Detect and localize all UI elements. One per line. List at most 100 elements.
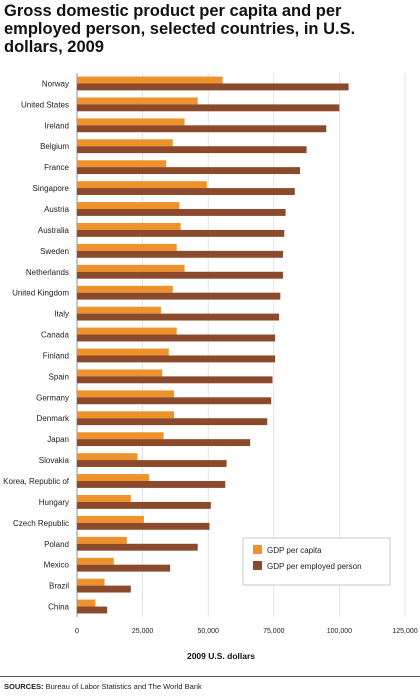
category-label-united-states: United States xyxy=(21,100,69,109)
category-label-sweden: Sweden xyxy=(40,247,69,256)
bar-gdp-per-capita-united-states xyxy=(77,97,198,105)
legend: GDP per capita GDP per employed person xyxy=(242,537,391,586)
bar-gdp-per-employed-person-korea-republic-of xyxy=(77,481,226,488)
bar-gdp-per-capita-france xyxy=(77,160,167,168)
bar-gdp-per-employed-person-poland xyxy=(77,543,198,551)
category-label-australia: Australia xyxy=(38,226,70,235)
bar-gdp-per-employed-person-norway xyxy=(77,83,349,91)
category-label-china: China xyxy=(48,603,69,612)
bar-gdp-per-capita-sweden xyxy=(77,243,177,251)
bar-gdp-per-capita-brazil xyxy=(77,578,105,586)
category-label-spain: Spain xyxy=(49,372,69,381)
bar-gdp-per-capita-spain xyxy=(77,369,163,377)
category-label-slovakia: Slovakia xyxy=(39,456,70,465)
bar-gdp-per-employed-person-france xyxy=(77,167,301,175)
bar-gdp-per-capita-ireland xyxy=(77,118,185,126)
bar-gdp-per-employed-person-united-kingdom xyxy=(77,292,281,300)
footer-rule xyxy=(0,676,420,677)
category-label-austria: Austria xyxy=(44,205,69,214)
bar-gdp-per-employed-person-hungary xyxy=(77,501,211,509)
bar-gdp-per-capita-hungary xyxy=(77,495,131,502)
category-label-poland: Poland xyxy=(44,540,69,549)
bar-gdp-per-capita-mexico xyxy=(77,557,114,565)
x-axis-title: 2009 U.S. dollars xyxy=(187,651,255,661)
legend-box xyxy=(242,537,391,586)
category-label-mexico: Mexico xyxy=(44,561,70,570)
category-label-denmark: Denmark xyxy=(37,414,70,423)
bar-gdp-per-capita-netherlands xyxy=(77,264,185,272)
x-tick-label: 50,000 xyxy=(197,628,219,635)
category-label-ireland: Ireland xyxy=(45,121,69,130)
bar-gdp-per-capita-united-kingdom xyxy=(77,285,173,293)
bar-gdp-per-employed-person-spain xyxy=(77,376,273,384)
bar-gdp-per-capita-china xyxy=(77,599,96,607)
x-tick-label: 25,000 xyxy=(132,628,154,635)
bar-gdp-per-employed-person-japan xyxy=(77,439,251,447)
chart-title: Gross domestic product per capita and pe… xyxy=(4,2,356,56)
legend-swatch-gdp-per-employed-person xyxy=(253,561,262,570)
legend-label-gdp-per-capita: GDP per capita xyxy=(267,546,322,555)
bar-gdp-per-capita-slovakia xyxy=(77,453,138,461)
bar-gdp-per-capita-belgium xyxy=(77,139,173,147)
bar-gdp-per-employed-person-canada xyxy=(77,334,276,342)
sources-label: SOURCES: xyxy=(4,682,44,691)
bar-gdp-per-capita-australia xyxy=(77,223,181,230)
bar-gdp-per-employed-person-germany xyxy=(77,397,272,405)
category-label-norway: Norway xyxy=(42,79,69,88)
bar-gdp-per-employed-person-italy xyxy=(77,313,280,321)
x-tick-label: 125,000 xyxy=(392,628,417,635)
bar-gdp-per-capita-norway xyxy=(77,76,223,84)
bar-gdp-per-employed-person-china xyxy=(77,606,108,614)
bar-gdp-per-employed-person-finland xyxy=(77,355,276,363)
category-label-italy: Italy xyxy=(54,310,69,319)
sources-note: SOURCES: Bureau of Labor Statistics and … xyxy=(4,682,202,691)
bar-gdp-per-employed-person-belgium xyxy=(77,146,307,154)
bar-gdp-per-employed-person-ireland xyxy=(77,125,327,133)
category-label-korea-republic-of: Korea, Republic of xyxy=(3,477,70,486)
bar-gdp-per-employed-person-netherlands xyxy=(77,271,283,279)
bar-gdp-per-employed-person-mexico xyxy=(77,564,171,572)
bar-gdp-per-employed-person-czech-republic xyxy=(77,522,210,530)
sources-text: Bureau of Labor Statistics and The World… xyxy=(43,682,202,691)
category-label-brazil: Brazil xyxy=(49,582,69,591)
x-tick-label: 0 xyxy=(75,628,79,635)
category-label-japan: Japan xyxy=(47,435,69,444)
bar-gdp-per-employed-person-sweden xyxy=(77,250,283,258)
bar-gdp-per-employed-person-singapore xyxy=(77,188,295,195)
bar-gdp-per-capita-germany xyxy=(77,390,175,398)
bar-gdp-per-employed-person-australia xyxy=(77,229,285,237)
bar-gdp-per-employed-person-united-states xyxy=(77,104,340,112)
legend-swatch-gdp-per-capita xyxy=(253,545,262,554)
legend-label-gdp-per-employed-person: GDP per employed person xyxy=(267,562,362,571)
category-label-canada: Canada xyxy=(41,331,70,340)
category-label-germany: Germany xyxy=(36,393,69,402)
gridlines xyxy=(76,73,406,617)
category-label-singapore: Singapore xyxy=(33,184,70,193)
bar-gdp-per-capita-czech-republic xyxy=(77,515,144,523)
bar-gdp-per-employed-person-slovakia xyxy=(77,460,227,467)
bar-gdp-per-capita-finland xyxy=(77,348,169,356)
category-label-belgium: Belgium xyxy=(40,142,69,151)
bar-gdp-per-capita-poland xyxy=(77,536,127,544)
category-label-france: France xyxy=(44,163,69,172)
category-labels: Norway United States Ireland Belgium France S… xyxy=(3,79,70,611)
bar-gdp-per-capita-japan xyxy=(77,432,164,440)
bar-gdp-per-capita-denmark xyxy=(77,411,175,419)
bar-gdp-per-capita-italy xyxy=(77,306,161,314)
category-label-czech-republic: Czech Republic xyxy=(13,519,69,528)
bar-gdp-per-capita-korea-republic-of xyxy=(77,474,150,481)
x-tick-label: 100,000 xyxy=(327,628,352,635)
bar-gdp-per-employed-person-denmark xyxy=(77,418,268,426)
category-label-united-kingdom: United Kingdom xyxy=(12,289,69,298)
bars xyxy=(77,76,349,614)
category-label-hungary: Hungary xyxy=(39,498,69,507)
bar-gdp-per-capita-singapore xyxy=(77,181,207,189)
bar-gdp-per-employed-person-austria xyxy=(77,209,286,216)
bar-gdp-per-capita-canada xyxy=(77,327,177,335)
bar-gdp-per-employed-person-brazil xyxy=(77,585,131,593)
x-tick-labels: 0 25,000 50,000 75,000 100,000 125,000 xyxy=(75,628,418,635)
category-label-finland: Finland xyxy=(43,351,69,360)
bar-gdp-per-capita-austria xyxy=(77,202,180,209)
category-label-netherlands: Netherlands xyxy=(26,268,69,277)
